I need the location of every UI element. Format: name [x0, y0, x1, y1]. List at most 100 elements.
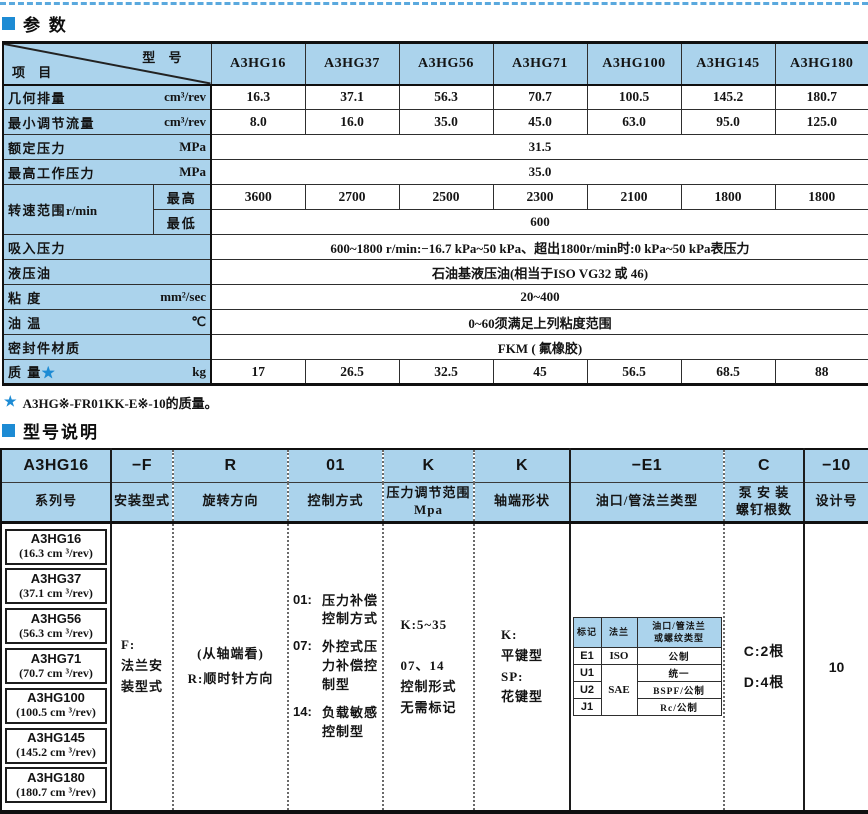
flange-subtable: 标记 法兰 油口/管法兰 或螺纹类型 E1 ISO 公制 U1 SAE 统一: [572, 617, 722, 716]
param-label: 油 温: [8, 315, 42, 331]
model-column-header: A3HG100: [586, 42, 682, 86]
param-value: 45: [492, 359, 588, 385]
flange-header-row: 标记 法兰 油口/管法兰 或螺纹类型: [572, 617, 722, 648]
model-label-row: 系列号 安装型式 旋转方向 控制方式 压力调节范围 Mpa 轴端形状 油口/管法…: [1, 482, 868, 524]
code-port-flange: −E1: [569, 449, 724, 483]
param-span-value: 石油基液压油(相当于ISO VG32 或 46): [210, 259, 868, 285]
param-label-cell: 吸入压力: [2, 234, 212, 260]
param-row-hydraulic-oil: 液压油 石油基液压油(相当于ISO VG32 或 46): [2, 259, 868, 285]
param-value: 125.0: [774, 109, 868, 135]
param-label-cell: 最小调节流量 cm³/rev: [2, 109, 212, 135]
param-label: 质 量: [8, 365, 42, 380]
param-label-cell: 额定压力 MPa: [2, 134, 212, 160]
flange-mark: U1: [572, 664, 602, 682]
param-value: 68.5: [680, 359, 776, 385]
speed-sub-label-min: 最低: [152, 209, 212, 235]
control-option: 01: 压力补偿 控制方式: [293, 592, 378, 630]
flange-mark: U2: [572, 681, 602, 699]
model-column-header: A3HG71: [492, 42, 588, 86]
control-option: 14: 负载敏感 控制型: [293, 704, 378, 742]
mounting-text: F: 法兰安 装型式: [120, 637, 163, 694]
param-value: 1800: [774, 184, 868, 210]
series-item: A3HG180 (180.7 cm ³/rev): [5, 767, 107, 804]
param-row-oil-temp: 油 温 ℃ 0~60须满足上列粘度范围: [2, 309, 868, 335]
pressure-range-text: K:5~35 07、14 控制形式 无需标记: [400, 616, 457, 715]
param-unit: ℃: [191, 314, 206, 329]
control-code: 01:: [292, 591, 312, 607]
param-span-value: 20~400: [210, 284, 868, 310]
param-unit: cm³/rev: [164, 114, 206, 129]
param-span-value: 31.5: [210, 134, 868, 160]
bolts-text: C:2根 D:4根: [743, 642, 785, 690]
series-displacement: (180.7 cm ³/rev): [16, 785, 96, 800]
rotation-cell: (从轴端看) R:顺时针方向: [172, 522, 288, 812]
series-item: A3HG56 (56.3 cm ³/rev): [5, 608, 107, 645]
label-pressure-range: 压力调节范围 Mpa: [382, 482, 474, 524]
param-label-cell: 最高工作压力 MPa: [2, 159, 212, 185]
param-label-mass: 质 量★: [8, 362, 56, 381]
flange-row: E1 ISO 公制: [572, 647, 722, 665]
code-control: 01: [287, 449, 383, 483]
param-row-suction-pressure: 吸入压力 600~1800 r/min:−16.7 kPa~50 kPa、超出1…: [2, 234, 868, 260]
model-column-header: A3HG145: [680, 42, 776, 86]
series-displacement: (37.1 cm ³/rev): [19, 585, 93, 600]
flange-type: BSPF/公制: [636, 681, 722, 699]
param-span-value: FKM ( 氟橡胶): [210, 334, 868, 360]
series-displacement: (100.5 cm ³/rev): [16, 705, 96, 720]
rotation-text: (从轴端看) R:顺时针方向: [187, 645, 274, 686]
control-text: 外控式压 力补偿控 制型: [321, 639, 378, 692]
series-item: A3HG71 (70.7 cm ³/rev): [5, 647, 107, 684]
param-value: 56.3: [398, 84, 494, 110]
param-label: 最高工作压力: [8, 165, 96, 181]
code-pressure-range: K: [382, 449, 474, 483]
mass-footnote-star-icon: ★: [41, 365, 57, 380]
design-number: 10: [828, 658, 845, 675]
series-name: A3HG100: [27, 690, 85, 706]
shaft-cell: K: 平键型 SP: 花键型: [473, 522, 570, 812]
control-text: 压力补偿 控制方式: [321, 592, 378, 627]
param-label-cell: 密封件材质: [2, 334, 212, 360]
flange-header-type: 油口/管法兰 或螺纹类型: [636, 617, 722, 648]
param-label-cell: 质 量★ kg: [2, 359, 212, 385]
param-unit: r/min: [66, 202, 98, 218]
diagonal-line-icon: [4, 44, 211, 84]
param-value: 1800: [680, 184, 776, 210]
param-value: 3600: [210, 184, 306, 210]
section-title-model-designation: 型号说明: [2, 418, 868, 443]
label-shaft: 轴端形状: [473, 482, 570, 524]
section-title-text: 参 数: [23, 16, 68, 35]
model-designation-table: A3HG16 −F R 01 K K −E1 C −10 系列号 安装型式 旋转…: [0, 448, 868, 814]
param-row-seal-material: 密封件材质 FKM ( 氟橡胶): [2, 334, 868, 360]
control-code: 07:: [292, 638, 312, 654]
mounting-cell: F: 法兰安 装型式: [110, 522, 173, 812]
param-row-rated-pressure: 额定压力 MPa 31.5: [2, 134, 868, 160]
flange-standard: SAE: [600, 664, 638, 716]
param-row-max-pressure: 最高工作压力 MPa 35.0: [2, 159, 868, 185]
param-row-speed-max: 转速范围r/min 最高 3600 2700 2500 2300 2100 18…: [2, 184, 868, 235]
series-item: A3HG100 (100.5 cm ³/rev): [5, 687, 107, 724]
blue-square-bullet-icon: [2, 424, 15, 437]
param-value: 32.5: [398, 359, 494, 385]
pressure-range-cell: K:5~35 07、14 控制形式 无需标记: [382, 522, 474, 812]
param-value: 145.2: [680, 84, 776, 110]
param-value: 56.5: [586, 359, 682, 385]
param-value: 35.0: [398, 109, 494, 135]
label-rotation: 旋转方向: [172, 482, 288, 524]
code-series: A3HG16: [1, 449, 111, 483]
series-name: A3HG37: [30, 570, 82, 586]
model-code-row: A3HG16 −F R 01 K K −E1 C −10: [1, 449, 868, 483]
series-displacement: (145.2 cm ³/rev): [16, 745, 96, 760]
label-series: 系列号: [1, 482, 111, 524]
param-value: 26.5: [304, 359, 400, 385]
param-span-value: 600: [210, 209, 868, 235]
param-label: 密封件材质: [8, 340, 81, 356]
param-value: 2100: [586, 184, 682, 210]
footnote-text: A3HG※-FR01KK-E※-10的质量。: [22, 396, 218, 411]
diagonal-corner-cell: 型 号 项 目: [2, 42, 212, 86]
model-column-header: A3HG37: [304, 42, 400, 86]
series-name: A3HG56: [30, 610, 82, 626]
label-port-flange: 油口/管法兰类型: [569, 482, 724, 524]
section-title-parameters: 参 数: [2, 11, 868, 36]
param-value: 2700: [304, 184, 400, 210]
param-value: 16.3: [210, 84, 306, 110]
